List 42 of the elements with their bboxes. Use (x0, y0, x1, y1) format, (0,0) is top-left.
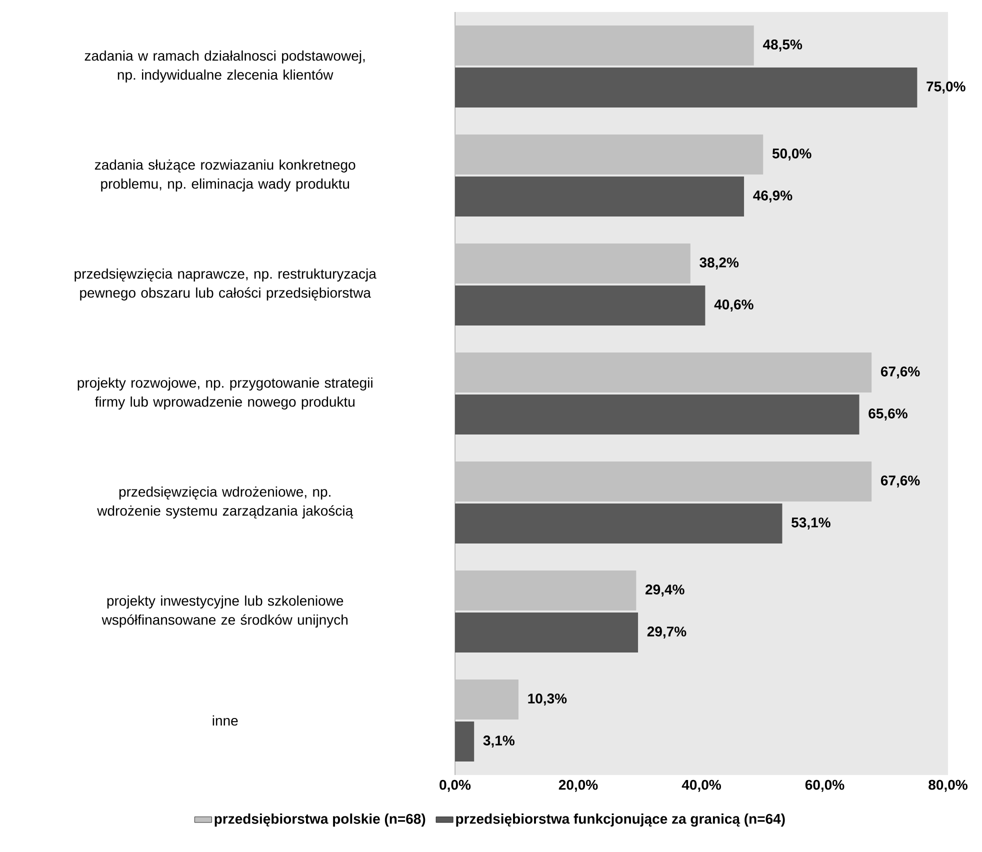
bar (454, 570, 636, 611)
data-label: 40,6% (714, 300, 754, 312)
data-label: 65,6% (868, 408, 908, 420)
bar (454, 176, 744, 217)
y-tick-label: zadania służące rozwiazaniu konkretnego problemu, np. eliminacja wady produktu (94, 159, 356, 192)
y-tick-label: projekty rozwojowe, np. przygotowanie strategii firmy lub wprowadzenie nowego produktu (78, 377, 372, 410)
data-label: 29,7% (647, 626, 686, 638)
data-label: 48,5% (762, 40, 802, 52)
bar (454, 612, 638, 653)
x-tick-label: 60,0% (805, 780, 844, 792)
bar (454, 680, 518, 720)
data-label: 29,4% (646, 584, 684, 596)
data-label: 75,0% (926, 82, 966, 94)
data-label: 46,9% (753, 190, 792, 202)
legend-label: przedsiębiorstwa polskie (n=68) (214, 814, 426, 827)
y-tick-label: przedsięwzięcia wdrożeniowe, np. wdrożenie systemu zarządzania jakością (97, 486, 354, 519)
bar (454, 462, 872, 502)
bar (454, 244, 690, 284)
y-tick-label: zadania w ramach działalnosci podstawowej, np. indywidualne zlecenia klientów (84, 50, 365, 83)
data-label: 3,1% (483, 736, 515, 748)
bar (454, 352, 872, 393)
x-tick-label: 0,0% (440, 780, 471, 792)
data-label: 67,6% (880, 366, 920, 378)
data-label: 38,2% (700, 258, 739, 270)
bar (454, 722, 474, 762)
bar (454, 68, 918, 108)
y-tick-label: inne (212, 715, 238, 726)
legend-label: przedsiębiorstwa funkcjonujące za granicą (n=64) (456, 814, 785, 827)
data-label: 53,1% (792, 518, 830, 530)
bar (454, 134, 764, 175)
x-tick-label: 20,0% (558, 780, 598, 792)
data-label: 67,6% (880, 476, 920, 488)
bar (454, 26, 754, 66)
y-tick-label: projekty inwestycyjne lub szkoleniowe współfinansowane ze środków unijnych (102, 595, 348, 628)
data-label: 10,3% (528, 694, 567, 706)
x-tick-label: 40,0% (682, 780, 721, 792)
y-tick-label: przedsięwzięcia naprawcze, np. restrukturyzacja pewnego obszaru lub całości przedsiębiorstwa (74, 268, 376, 301)
bar (454, 286, 706, 326)
bar (454, 394, 860, 435)
x-tick-label: 80,0% (928, 780, 968, 792)
data-label: 50,0% (772, 148, 812, 160)
bar (454, 504, 782, 544)
